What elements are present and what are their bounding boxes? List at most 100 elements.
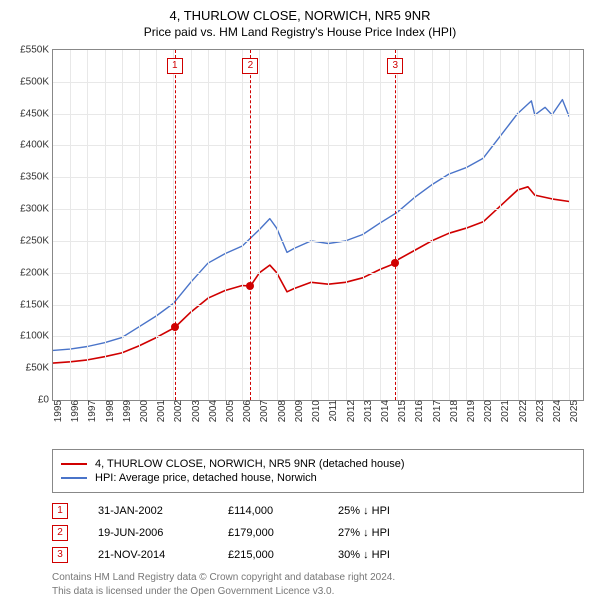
- x-axis-label: 1999: [118, 400, 133, 422]
- x-axis-label: 2002: [169, 400, 184, 422]
- x-axis-label: 2024: [548, 400, 563, 422]
- gridline-v: [449, 50, 450, 400]
- chart-svg: [53, 50, 583, 400]
- footer-line: Contains HM Land Registry data © Crown c…: [52, 571, 584, 585]
- x-axis-label: 2004: [204, 400, 219, 422]
- transaction-date: 19-JUN-2006: [98, 527, 198, 539]
- gridline-v: [569, 50, 570, 400]
- gridline-v: [466, 50, 467, 400]
- gridline-h: [53, 82, 583, 83]
- gridline-v: [518, 50, 519, 400]
- y-axis-label: £550K: [20, 45, 53, 56]
- x-axis-label: 2010: [307, 400, 322, 422]
- transaction-price: £215,000: [228, 549, 308, 561]
- gridline-v: [242, 50, 243, 400]
- x-axis-label: 2022: [514, 400, 529, 422]
- gridline-v: [483, 50, 484, 400]
- x-axis-label: 1997: [83, 400, 98, 422]
- x-axis-label: 2005: [221, 400, 236, 422]
- x-axis-label: 2001: [152, 400, 167, 422]
- transaction-row: 1 31-JAN-2002 £114,000 25% ↓ HPI: [52, 503, 584, 519]
- x-axis-label: 2014: [376, 400, 391, 422]
- transaction-marker: 2: [52, 525, 68, 541]
- transaction-date: 31-JAN-2002: [98, 505, 198, 517]
- gridline-v: [397, 50, 398, 400]
- transaction-price: £179,000: [228, 527, 308, 539]
- x-axis-label: 2016: [410, 400, 425, 422]
- y-axis-label: £250K: [20, 235, 53, 246]
- x-axis-label: 2019: [462, 400, 477, 422]
- gridline-v: [208, 50, 209, 400]
- legend-label: 4, THURLOW CLOSE, NORWICH, NR5 9NR (deta…: [95, 458, 405, 470]
- legend-swatch: [61, 477, 87, 479]
- transaction-row: 321-NOV-2014£215,00030% ↓ HPI: [52, 547, 584, 563]
- gridline-v: [105, 50, 106, 400]
- legend-label: HPI: Average price, detached house, Norw…: [95, 472, 317, 484]
- gridline-v: [139, 50, 140, 400]
- marker-line: [395, 50, 396, 400]
- x-axis-label: 2012: [342, 400, 357, 422]
- gridline-v: [363, 50, 364, 400]
- page-title: 4, THURLOW CLOSE, NORWICH, NR5 9NR: [10, 8, 590, 23]
- y-axis-label: £200K: [20, 267, 53, 278]
- gridline-v: [414, 50, 415, 400]
- gridline-v: [432, 50, 433, 400]
- transaction-date: 21-NOV-2014: [98, 549, 198, 561]
- x-axis-label: 2007: [255, 400, 270, 422]
- page-subtitle: Price paid vs. HM Land Registry's House …: [10, 25, 590, 39]
- gridline-h: [53, 368, 583, 369]
- chart-legend: 4, THURLOW CLOSE, NORWICH, NR5 9NR (deta…: [52, 449, 584, 493]
- gridline-v: [87, 50, 88, 400]
- x-axis-label: 2015: [393, 400, 408, 422]
- x-axis-label: 1995: [49, 400, 64, 422]
- transactions-table: 1 31-JAN-2002 £114,000 25% ↓ HPI 2 19-JUN-200…: [52, 503, 584, 563]
- x-axis-label: 2021: [496, 400, 511, 422]
- x-axis-label: 2018: [445, 400, 460, 422]
- y-axis-label: £100K: [20, 331, 53, 342]
- marker-dot: [391, 259, 399, 267]
- x-axis-label: 2020: [479, 400, 494, 422]
- gridline-h: [53, 336, 583, 337]
- gridline-v: [156, 50, 157, 400]
- marker-badge: 1: [167, 58, 183, 74]
- transaction-diff: 27% ↓ HPI: [338, 527, 438, 539]
- gridline-v: [328, 50, 329, 400]
- y-axis-label: £300K: [20, 204, 53, 215]
- footer-line: This data is licensed under the Open Gov…: [52, 585, 584, 599]
- gridline-v: [294, 50, 295, 400]
- x-axis-label: 1996: [66, 400, 81, 422]
- transaction-price: £114,000: [228, 505, 308, 517]
- price-chart: £0£50K£100K£150K£200K£250K£300K£350K£400…: [52, 49, 584, 401]
- gridline-h: [53, 145, 583, 146]
- legend-item: HPI: Average price, detached house, Norw…: [61, 472, 575, 484]
- footer-attribution: Contains HM Land Registry data © Crown c…: [52, 571, 584, 598]
- y-axis-label: £50K: [26, 363, 53, 374]
- y-axis-label: £150K: [20, 299, 53, 310]
- x-axis-label: 2000: [135, 400, 150, 422]
- gridline-h: [53, 209, 583, 210]
- gridline-v: [191, 50, 192, 400]
- legend-swatch: [61, 463, 87, 465]
- gridline-v: [552, 50, 553, 400]
- gridline-h: [53, 273, 583, 274]
- transaction-row: 2 19-JUN-2006 £179,000 27% ↓ HPI: [52, 525, 584, 541]
- y-axis-label: £350K: [20, 172, 53, 183]
- gridline-v: [500, 50, 501, 400]
- marker-line: [250, 50, 251, 400]
- gridline-h: [53, 114, 583, 115]
- x-axis-label: 2025: [565, 400, 580, 422]
- x-axis-label: 2008: [273, 400, 288, 422]
- x-axis-label: 2013: [359, 400, 374, 422]
- x-axis-label: 2003: [187, 400, 202, 422]
- marker-dot: [171, 323, 179, 331]
- marker-badge: 3: [387, 58, 403, 74]
- y-axis-label: £500K: [20, 76, 53, 87]
- gridline-h: [53, 241, 583, 242]
- gridline-h: [53, 305, 583, 306]
- gridline-v: [346, 50, 347, 400]
- gridline-v: [380, 50, 381, 400]
- transaction-diff: 25% ↓ HPI: [338, 505, 438, 517]
- marker-dot: [246, 282, 254, 290]
- transaction-marker: 1: [52, 503, 68, 519]
- gridline-v: [277, 50, 278, 400]
